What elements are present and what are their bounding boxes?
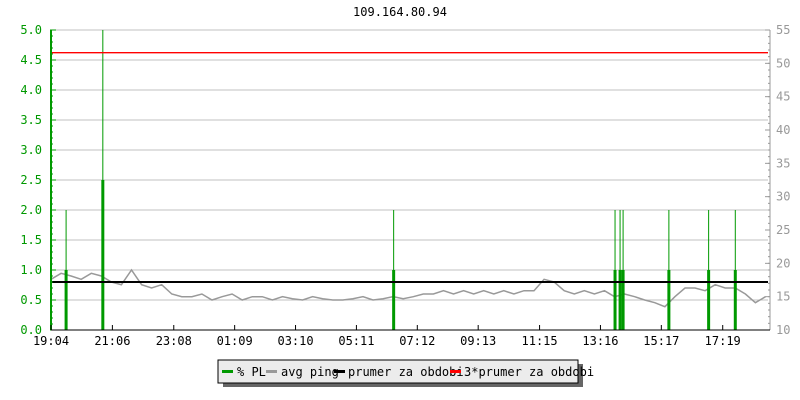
left-tick-label: 2.0	[20, 203, 42, 217]
x-tick-label: 17:19	[705, 334, 741, 348]
right-tick-label: 35	[776, 156, 790, 170]
x-tick-label: 11:15	[522, 334, 558, 348]
right-tick-label: 25	[776, 223, 790, 237]
x-tick-label: 03:10	[277, 334, 313, 348]
pl-bar	[392, 270, 396, 330]
right-tick-label: 15	[776, 290, 790, 304]
pl-bar	[64, 270, 68, 330]
x-tick-label: 23:08	[156, 334, 192, 348]
right-tick-label: 10	[776, 323, 790, 337]
legend-label-3avg: 3*prumer za obdobi	[464, 365, 594, 379]
left-tick-label: 0.0	[20, 323, 42, 337]
right-tick-label: 40	[776, 123, 790, 137]
legend-label-avg: prumer za obdobi	[348, 365, 464, 379]
left-tick-label: 0.5	[20, 293, 42, 307]
left-tick-label: 3.5	[20, 113, 42, 127]
left-tick-label: 4.0	[20, 83, 42, 97]
right-tick-label: 45	[776, 90, 790, 104]
legend-swatch-ping	[266, 370, 277, 373]
right-tick-label: 20	[776, 256, 790, 270]
left-tick-label: 1.0	[20, 263, 42, 277]
pl-bar	[618, 270, 622, 330]
x-tick-label: 01:09	[217, 334, 253, 348]
right-tick-label: 50	[776, 56, 790, 70]
left-tick-label: 1.5	[20, 233, 42, 247]
right-tick-label: 30	[776, 190, 790, 204]
x-tick-label: 07:12	[399, 334, 435, 348]
pl-bar	[613, 270, 617, 330]
avg-ping-line	[50, 268, 766, 308]
grid	[51, 29, 768, 301]
pl-bar	[621, 270, 625, 330]
pl-bar	[707, 270, 711, 330]
chart-title: 109.164.80.94	[353, 5, 447, 19]
right-tick-label: 55	[776, 23, 790, 37]
legend-box	[217, 359, 579, 384]
left-tick-label: 3.0	[20, 143, 42, 157]
legend: % PL avg ping prumer za obdobi 3*prumer …	[217, 359, 594, 387]
pl-bar	[667, 270, 671, 330]
x-tick-label: 21:06	[94, 334, 130, 348]
pl-bar	[101, 180, 105, 330]
legend-swatch-3avg	[450, 370, 461, 373]
x-tick-label: 09:13	[460, 334, 496, 348]
x-tick-label: 13:16	[582, 334, 618, 348]
legend-swatch-pl	[222, 370, 233, 373]
axes: 0.0 0.5 1.0 1.5 2.0 2.5 3.0 3.5 4.0 4.5 5.0 10 15 20 2…	[20, 23, 790, 348]
x-tick-label: 15:17	[643, 334, 679, 348]
left-tick-label: 5.0	[20, 23, 42, 37]
legend-label-pl: % PL	[237, 365, 266, 379]
pl-bar	[733, 270, 737, 330]
left-tick-label: 2.5	[20, 173, 42, 187]
legend-label-ping: avg ping	[281, 365, 339, 379]
x-tick-label: 05:11	[338, 334, 374, 348]
legend-swatch-avg	[334, 370, 345, 373]
left-tick-label: 4.5	[20, 53, 42, 67]
x-tick-label: 19:04	[33, 334, 69, 348]
data-marks	[50, 30, 768, 330]
